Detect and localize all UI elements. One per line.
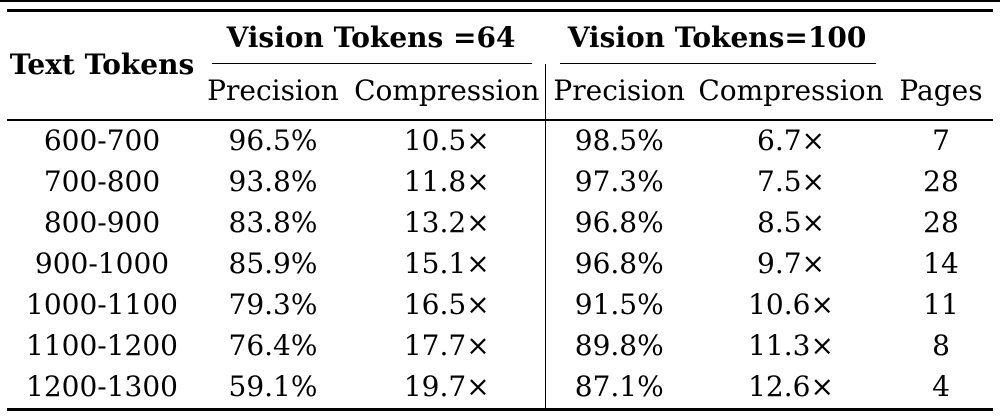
header-group-vision-tokens-100: Vision Tokens=100 — [545, 11, 889, 64]
pages-cell: 7 — [932, 124, 950, 158]
vt64-compression-cell: 13.2× — [403, 206, 490, 240]
pages-cell: 8 — [932, 329, 950, 363]
header-pages: Pages — [889, 64, 993, 121]
table-body: 600-700 96.5% 10.5× 98.5% 6.7× 7 700-800… — [7, 120, 993, 410]
header-vt100-precision: Precision — [544, 64, 693, 121]
pages-cell: 11 — [923, 288, 959, 322]
vt64-compression-cell: 19.7× — [403, 370, 490, 404]
vt100-compression-cell: 9.7× — [757, 247, 825, 281]
vt64-compression-cell: 17.7× — [403, 329, 490, 363]
vt100-precision-cell: 87.1% — [544, 367, 693, 410]
vt100-compression-cell: 7.5× — [757, 165, 825, 199]
pages-cell: 28 — [923, 165, 959, 199]
group-underline-rule — [212, 62, 532, 64]
vt100-precision-cell: 91.5% — [544, 285, 693, 326]
table-row: 1100-1200 76.4% 17.7× 89.8% 11.3× 8 — [7, 326, 993, 367]
vt64-compression-cell: 15.1× — [403, 247, 490, 281]
pages-cell: 14 — [923, 247, 959, 281]
top-edge-rule — [0, 0, 1000, 2]
vt64-precision-cell: 59.1% — [228, 370, 318, 404]
vt100-compression-cell: 10.6× — [748, 288, 834, 322]
text-tokens-cell: 1200-1300 — [26, 370, 178, 404]
table-row: 1200-1300 59.1% 19.7× 87.1% 12.6× 4 — [7, 367, 993, 410]
vt64-precision-cell: 76.4% — [228, 329, 318, 363]
text-tokens-cell: 700-800 — [43, 165, 161, 199]
results-table: Text Tokens Vision Tokens =64 Vision Tok… — [7, 9, 993, 411]
vt64-precision-cell: 85.9% — [228, 247, 318, 281]
text-tokens-cell: 1100-1200 — [26, 329, 178, 363]
vt100-compression-cell: 11.3× — [748, 329, 834, 363]
vt100-precision-cell: 96.8% — [544, 244, 693, 285]
header-vt64-compression: Compression — [349, 64, 545, 121]
vt64-precision-cell: 96.5% — [228, 124, 318, 158]
pages-cell: 28 — [923, 206, 959, 240]
vt64-precision-cell: 93.8% — [228, 165, 318, 199]
vt100-precision-cell: 89.8% — [544, 326, 693, 367]
header-empty-cell — [889, 11, 993, 65]
text-tokens-cell: 600-700 — [43, 124, 161, 158]
text-tokens-cell: 800-900 — [43, 206, 161, 240]
group-underline-rule — [560, 62, 876, 64]
vt100-precision-cell: 97.3% — [544, 162, 693, 203]
vt64-precision-cell: 79.3% — [228, 288, 318, 322]
text-tokens-cell: 900-1000 — [34, 247, 170, 281]
table-row: 900-1000 85.9% 15.1× 96.8% 9.7× 14 — [7, 244, 993, 285]
table-row: 700-800 93.8% 11.8× 97.3% 7.5× 28 — [7, 162, 993, 203]
vt100-compression-cell: 8.5× — [757, 206, 825, 240]
vt100-compression-cell: 12.6× — [748, 370, 834, 404]
vt100-precision-cell: 98.5% — [544, 120, 693, 162]
header-text-tokens: Text Tokens — [7, 10, 197, 121]
group-label-vision-tokens-100: Vision Tokens=100 — [567, 20, 867, 54]
vt64-compression-cell: 11.8× — [403, 165, 490, 199]
vt100-compression-cell: 6.7× — [757, 124, 825, 158]
sub-header-row: Precision Compression Precision Compress… — [7, 64, 993, 121]
text-tokens-cell: 1000-1100 — [26, 288, 178, 322]
vt64-compression-cell: 10.5× — [403, 124, 490, 158]
group-header-row: Text Tokens Vision Tokens =64 Vision Tok… — [7, 10, 993, 121]
group-label-vision-tokens-64: Vision Tokens =64 — [226, 20, 516, 54]
header-vt100-compression: Compression — [693, 64, 889, 121]
table-row: 600-700 96.5% 10.5× 98.5% 6.7× 7 — [7, 120, 993, 162]
table-header: Text Tokens Vision Tokens =64 Vision Tok… — [7, 10, 993, 121]
pages-cell: 4 — [932, 370, 950, 404]
header-group-vision-tokens-64: Vision Tokens =64 — [197, 11, 545, 64]
vt64-compression-cell: 16.5× — [403, 288, 490, 322]
table-row: 800-900 83.8% 13.2× 96.8% 8.5× 28 — [7, 203, 993, 244]
vt64-precision-cell: 83.8% — [228, 206, 318, 240]
table-row: 1000-1100 79.3% 16.5× 91.5% 10.6× 11 — [7, 285, 993, 326]
vt100-precision-cell: 96.8% — [544, 203, 693, 244]
header-vt64-precision: Precision — [197, 64, 349, 121]
